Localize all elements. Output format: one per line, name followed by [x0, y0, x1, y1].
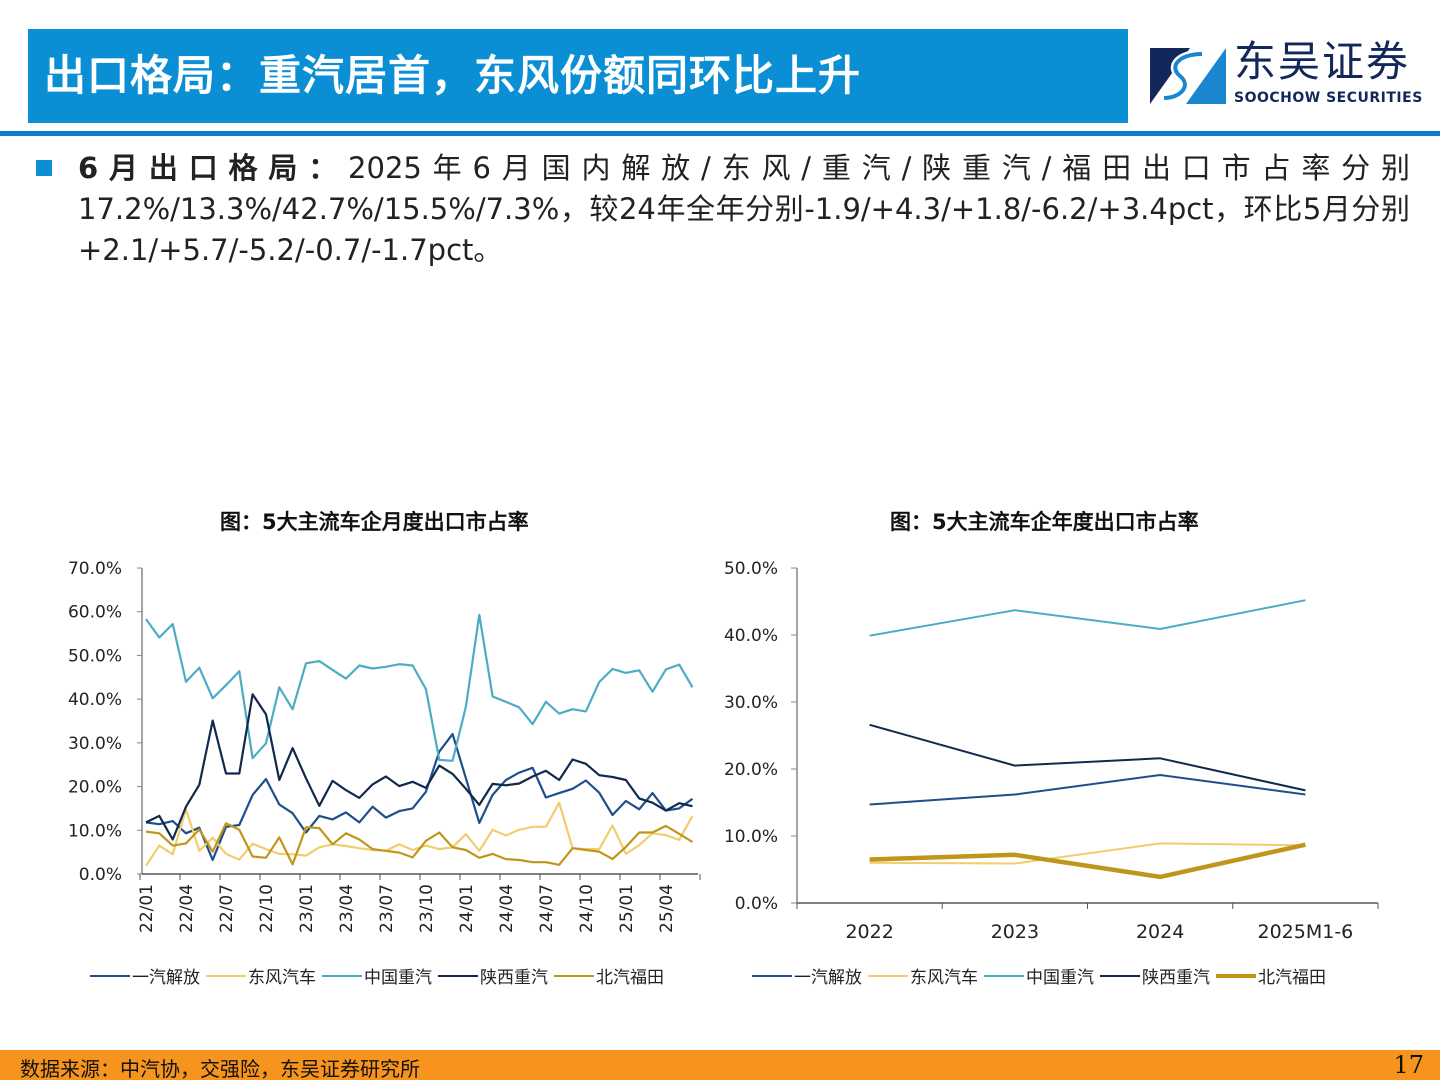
summary-paragraph: 6月出口格局：2025年6月国内解放/东风/重汽/陕重汽/福田出口市占率分别17…	[78, 148, 1410, 271]
header-divider	[0, 131, 1440, 136]
x-tick-label: 22/04	[177, 884, 197, 933]
legend-item: 北汽福田	[554, 963, 664, 988]
x-tick-label: 24/10	[577, 884, 597, 933]
y-tick-label: 30.0%	[68, 734, 122, 754]
monthly-chart-title: 图：5大主流车企月度出口市占率	[220, 510, 529, 534]
legend-label: 一汽解放	[132, 968, 200, 988]
y-tick-label: 40.0%	[68, 690, 122, 710]
monthly-chart-legend: 一汽解放 东风汽车 中国重汽 陕西重汽 北汽福田	[90, 963, 664, 988]
x-tick-label: 2025M1-6	[1257, 921, 1353, 943]
footer-bar: 数据来源：中汽协，交强险，东吴证券研究所 17	[0, 1050, 1440, 1081]
soochow-logo: 东吴证券 SOOCHOW SECURITIES	[1150, 37, 1430, 110]
legend-label: 陕西重汽	[1142, 968, 1210, 988]
x-tick-label: 2023	[991, 921, 1039, 943]
summary-text: 2025年6月国内解放/东风/重汽/陕重汽/福田出口市占率分别17.2%/13.…	[78, 151, 1410, 267]
y-tick-label: 10.0%	[724, 827, 778, 847]
legend-swatch	[554, 974, 594, 977]
series-line-陕西重汽	[869, 723, 1306, 792]
y-tick-label: 20.0%	[68, 778, 122, 798]
y-tick-label: 20.0%	[724, 760, 778, 780]
summary-lead: 6月出口格局：	[78, 151, 349, 185]
legend-swatch	[206, 974, 246, 977]
legend-label: 北汽福田	[1258, 968, 1326, 988]
x-tick-label: 22/07	[217, 884, 237, 933]
logo-english-name: SOOCHOW SECURITIES	[1234, 90, 1423, 106]
data-source: 数据来源：中汽协，交强险，东吴证券研究所	[20, 1057, 420, 1081]
series-line-北汽福田	[145, 822, 694, 866]
x-tick-label: 25/04	[657, 884, 677, 933]
legend-swatch	[752, 974, 792, 977]
y-tick-label: 70.0%	[68, 559, 122, 579]
legend-swatch	[322, 974, 362, 977]
legend-swatch	[868, 974, 908, 977]
legend-label: 东风汽车	[910, 968, 978, 988]
legend-item: 东风汽车	[868, 963, 978, 988]
y-tick-label: 40.0%	[724, 626, 778, 646]
legend-label: 中国重汽	[364, 968, 432, 988]
page-number: 17	[1393, 1051, 1424, 1079]
legend-swatch	[1100, 974, 1140, 977]
x-tick-label: 24/04	[497, 884, 517, 933]
legend-swatch	[90, 974, 130, 977]
y-tick-label: 0.0%	[735, 894, 778, 914]
y-tick-label: 0.0%	[79, 865, 122, 885]
series-line-一汽解放	[145, 732, 694, 862]
soochow-logo-mark-icon	[1150, 48, 1226, 104]
legend-item: 一汽解放	[752, 963, 862, 988]
x-tick-label: 23/04	[337, 884, 357, 933]
x-tick-label: 24/01	[457, 884, 477, 933]
bullet-square-icon	[36, 160, 52, 176]
legend-item: 陕西重汽	[1100, 963, 1210, 988]
x-tick-label: 24/07	[537, 884, 557, 933]
series-line-中国重汽	[869, 599, 1306, 637]
x-tick-label: 25/01	[617, 884, 637, 933]
page-title: 出口格局：重汽居首，东风份额同环比上升	[44, 51, 862, 100]
monthly-chart: 0.0% 10.0% 20.0% 30.0% 40.0% 50.0% 60.0% 70.0% 2…	[68, 559, 701, 933]
annual-chart-legend: 一汽解放 东风汽车 中国重汽 陕西重汽 北汽福田	[752, 963, 1326, 988]
x-tick-label: 2022	[845, 921, 893, 943]
legend-swatch	[438, 974, 478, 977]
title-bar: 出口格局：重汽居首，东风份额同环比上升	[28, 29, 1128, 123]
series-line-中国重汽	[145, 613, 694, 762]
y-tick-label: 10.0%	[68, 821, 122, 841]
logo-chinese-name: 东吴证券	[1234, 37, 1411, 86]
legend-item: 北汽福田	[1216, 963, 1326, 988]
legend-item: 东风汽车	[206, 963, 316, 988]
legend-label: 陕西重汽	[480, 968, 548, 988]
series-line-陕西重汽	[145, 693, 693, 841]
x-tick-label: 23/10	[417, 884, 437, 933]
x-tick-label: 2024	[1136, 921, 1184, 943]
x-tick-label: 22/01	[137, 884, 157, 933]
legend-item: 一汽解放	[90, 963, 200, 988]
x-tick-label: 23/01	[297, 884, 317, 933]
legend-label: 一汽解放	[794, 968, 862, 988]
legend-swatch	[1216, 973, 1256, 978]
legend-item: 陕西重汽	[438, 963, 548, 988]
series-line-东风汽车	[869, 842, 1306, 865]
series-line-一汽解放	[869, 774, 1306, 806]
y-tick-label: 60.0%	[68, 603, 122, 623]
y-tick-label: 50.0%	[68, 646, 122, 666]
x-tick-label: 23/07	[377, 884, 397, 933]
x-tick-label: 22/10	[257, 884, 277, 933]
series-line-北汽福田	[869, 842, 1306, 880]
legend-item: 中国重汽	[322, 963, 432, 988]
legend-item: 中国重汽	[984, 963, 1094, 988]
legend-label: 中国重汽	[1026, 968, 1094, 988]
legend-swatch	[984, 974, 1024, 977]
y-tick-label: 50.0%	[724, 559, 778, 579]
legend-label: 东风汽车	[248, 968, 316, 988]
y-tick-label: 30.0%	[724, 693, 778, 713]
annual-chart-title: 图：5大主流车企年度出口市占率	[890, 510, 1199, 534]
legend-label: 北汽福田	[596, 968, 664, 988]
annual-chart: 0.0% 10.0% 20.0% 30.0% 40.0% 50.0% 2022 2023 202…	[724, 559, 1379, 943]
